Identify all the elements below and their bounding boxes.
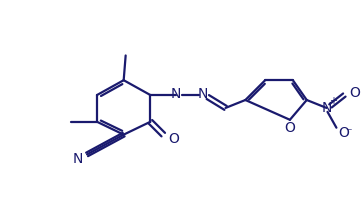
Text: O: O	[168, 132, 179, 146]
Text: O: O	[349, 86, 360, 100]
Text: N: N	[198, 87, 208, 101]
Text: O: O	[284, 121, 295, 135]
Text: O: O	[338, 126, 349, 140]
Text: N: N	[171, 87, 181, 101]
Text: +: +	[330, 96, 338, 106]
Text: N: N	[321, 101, 332, 115]
Text: ⁻: ⁻	[345, 126, 352, 139]
Text: N: N	[73, 152, 83, 166]
